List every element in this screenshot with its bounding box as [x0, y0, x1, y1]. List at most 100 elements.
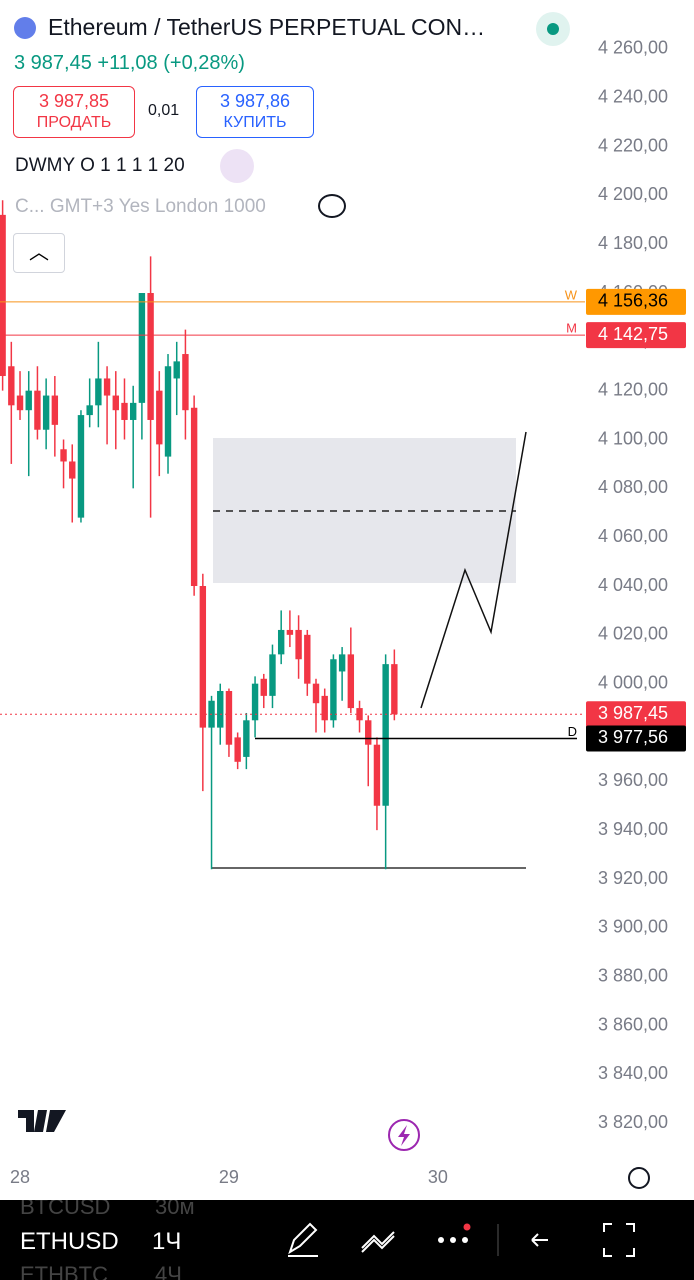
y-tick-label: 3 940,00 [598, 819, 668, 839]
candle-body [173, 361, 180, 379]
last-price: 3 987,45 [14, 52, 92, 74]
candle-body [199, 586, 207, 728]
y-tick-label: 4 080,00 [598, 477, 668, 497]
candle-body [286, 629, 294, 635]
candle-body [69, 461, 76, 479]
candle-body [373, 744, 381, 806]
candle-body [225, 690, 233, 745]
hide-icon[interactable] [318, 194, 346, 218]
spread: 0,01 [148, 102, 180, 119]
candle-body [34, 390, 41, 430]
candle-body [269, 654, 276, 696]
y-tick-label: 4 260,00 [598, 38, 668, 58]
price-line-name: M [566, 321, 577, 336]
y-tick-label: 4 020,00 [598, 624, 668, 644]
toolbar-icons [288, 1222, 635, 1257]
candle-body [338, 654, 346, 672]
fullscreen-icon[interactable] [603, 1223, 635, 1257]
candle-body [112, 395, 119, 411]
buy-label: КУПИТЬ [223, 114, 287, 131]
more-icon[interactable] [438, 1223, 471, 1244]
candle-body [147, 293, 154, 420]
symbol-title[interactable]: Ethereum / TetherUS PERPETUAL CON… [48, 14, 486, 40]
candle-body [25, 390, 32, 411]
candle-body [330, 659, 337, 721]
draw-icon[interactable] [288, 1222, 318, 1257]
x-tick-label: 29 [219, 1167, 239, 1187]
candle-body [304, 634, 311, 684]
candle-body [138, 293, 146, 403]
flash-icon[interactable] [388, 1119, 420, 1151]
candle-body [312, 683, 320, 704]
y-tick-label: 4 000,00 [598, 672, 668, 692]
candle-body [251, 683, 259, 721]
candle-body [16, 395, 24, 411]
price-tag-label: 4 156,36 [598, 291, 668, 311]
candle-body [77, 415, 85, 518]
candle-body [347, 654, 355, 709]
undo-icon[interactable] [531, 1233, 548, 1247]
candle-body [295, 629, 302, 660]
candle-body [51, 395, 59, 425]
next-symbol[interactable]: ETHBTC [20, 1262, 108, 1280]
flash-glyph [398, 1125, 410, 1146]
indicator-legend[interactable]: DWMY O 1 1 1 1 20 [15, 155, 185, 176]
candle-body [277, 629, 285, 655]
y-tick-label: 3 900,00 [598, 917, 668, 937]
y-tick-label: 4 220,00 [598, 135, 668, 155]
buy-price: 3 987,86 [219, 91, 291, 111]
candle-body [60, 449, 67, 462]
y-tick-label: 4 060,00 [598, 526, 668, 546]
settings-icon[interactable] [628, 1167, 650, 1189]
x-tick-label: 28 [10, 1167, 30, 1187]
trend-icon[interactable] [361, 1231, 395, 1253]
candle-body [356, 708, 363, 721]
y-tick-label: 4 040,00 [598, 575, 668, 595]
candle-body [95, 378, 102, 406]
sell-price: 3 987,85 [38, 91, 110, 111]
buy-button[interactable]: 3 987,86 КУПИТЬ [196, 86, 314, 138]
candle-body [391, 664, 398, 715]
y-tick-label: 4 120,00 [598, 379, 668, 399]
prev-symbol[interactable]: BTCUSD [20, 1200, 111, 1219]
interval[interactable]: 1Ч [152, 1228, 182, 1255]
price-line-name: D [568, 724, 577, 739]
session-legend[interactable]: C... GMT+3 Yes London 1000 [15, 196, 266, 217]
coin-icon [14, 17, 36, 39]
prev-interval[interactable]: 30м [155, 1200, 195, 1219]
y-tick-label: 3 860,00 [598, 1014, 668, 1034]
candle-body [121, 402, 128, 420]
price-tag [586, 725, 686, 752]
path-drawing [420, 431, 527, 709]
sell-label: ПРОДАТЬ [36, 114, 112, 131]
price-tag [586, 322, 686, 349]
candle-body [234, 737, 241, 762]
candle-body [382, 664, 389, 806]
sell-button[interactable]: 3 987,85 ПРОДАТЬ [13, 86, 135, 138]
symbol[interactable]: ETHUSD [20, 1228, 119, 1255]
refresh-icon[interactable] [220, 149, 254, 183]
candle-body [217, 690, 224, 728]
y-tick-label: 4 180,00 [598, 233, 668, 253]
tradingview-logo [18, 1110, 66, 1132]
collapse-button[interactable]: ︿ [13, 233, 65, 273]
candle-body [8, 366, 15, 406]
bottom-toolbar: BTCUSD 30м ETHUSD 1Ч ETHBTC 4Ч [0, 1200, 694, 1280]
candle-body [260, 678, 267, 696]
chart: 4 260,00 4 240,00 4 220,00 4 200,00 4 180,00… [0, 38, 686, 1189]
candle-body [182, 354, 189, 411]
candle-body [129, 402, 137, 420]
candle-body [103, 378, 111, 396]
candle-body [0, 214, 6, 377]
market-status[interactable] [536, 12, 570, 46]
y-tick-label: 3 840,00 [598, 1063, 668, 1083]
price-line: 3 987,45 +11,08 (+0,28%) [14, 52, 245, 75]
y-tick-label: 3 880,00 [598, 965, 668, 985]
next-interval[interactable]: 4Ч [155, 1262, 182, 1280]
last-price-label: 3 987,45 [598, 703, 668, 723]
y-tick-label: 4 200,00 [598, 184, 668, 204]
price-tag-label: 3 977,56 [598, 727, 668, 747]
y-tick-label: 4 240,00 [598, 86, 668, 106]
y-tick-label: 3 960,00 [598, 770, 668, 790]
